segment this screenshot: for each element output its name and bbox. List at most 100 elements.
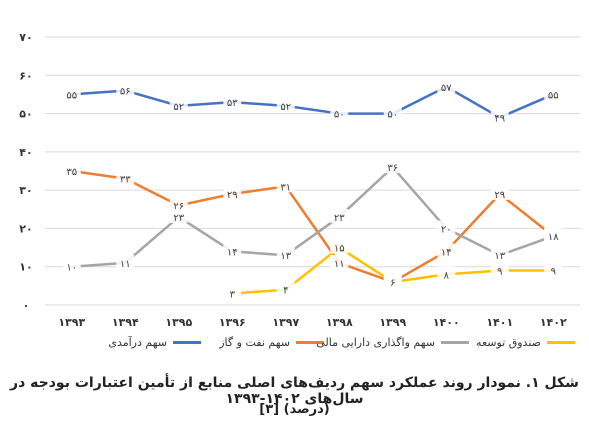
- data-label-bg: [62, 163, 81, 177]
- data-label-bg: [490, 109, 509, 124]
- data-label-bg: [62, 258, 81, 273]
- legend-item-revenue: سهم درآمدی: [108, 332, 201, 352]
- data-label-bg: [544, 228, 563, 243]
- legend-swatch-development-fund: [547, 340, 575, 344]
- data-label-financial-assets: ۲۳: [334, 213, 345, 224]
- data-label-bg: [490, 247, 509, 262]
- data-label-oil-gas: ۳۳: [120, 175, 131, 186]
- y-tick-label: ۰: [23, 299, 30, 312]
- x-tick-label: ۱۴۰۰: [433, 316, 460, 329]
- data-label-revenue: ۵۵: [548, 90, 559, 101]
- data-label-financial-assets: ۱۴: [227, 247, 238, 258]
- data-label-oil-gas: ۳۵: [66, 167, 77, 178]
- legend-item-financial-assets: سهم واگذاری دارایی مالی: [316, 332, 469, 352]
- data-label-revenue: ۵۳: [227, 98, 238, 109]
- legend-swatch-financial-assets: [441, 340, 469, 344]
- legend-item-oil-gas: سهم نفت و گاز: [219, 332, 324, 352]
- y-tick-label: ۵۰: [19, 108, 32, 121]
- x-tick-label: ۱۳۹۶: [219, 316, 246, 329]
- x-tick-label: ۱۳۹۴: [112, 316, 139, 329]
- data-label-bg: [169, 197, 188, 212]
- x-tick-label: ۱۳۹۵: [165, 316, 192, 329]
- series-line-oil-gas: [70, 169, 555, 284]
- data-label-oil-gas: ۲۹: [494, 190, 505, 201]
- data-label-bg: [544, 86, 563, 101]
- data-label-bg: [330, 254, 349, 269]
- data-label-oil-gas: ۲۹: [227, 190, 238, 201]
- data-label-financial-assets: ۲۰: [441, 224, 452, 235]
- legend-item-development-fund: صندوق توسعه: [476, 332, 575, 352]
- legend-swatch-oil-gas: [296, 340, 324, 344]
- legend-label-oil-gas: سهم نفت و گاز: [219, 335, 290, 349]
- legend-label-development-fund: صندوق توسعه: [476, 335, 541, 349]
- y-tick-label: ۷۰: [19, 31, 32, 44]
- data-label-oil-gas: ۲۶: [173, 201, 184, 212]
- data-label-development-fund: ۸: [444, 270, 450, 281]
- data-label-financial-assets: ۱۳: [280, 251, 291, 262]
- data-label-revenue: ۵۶: [120, 87, 131, 98]
- data-label-development-fund: ۹: [497, 267, 502, 278]
- data-label-bg: [383, 274, 402, 289]
- data-label-financial-assets: ۱۱: [120, 259, 131, 270]
- data-label-bg: [383, 105, 402, 120]
- data-label-bg: [223, 94, 242, 109]
- y-tick-label: ۴۰: [19, 146, 32, 159]
- data-label-revenue: ۴۹: [494, 113, 505, 124]
- data-label-bg: [116, 170, 135, 185]
- data-label-bg: [437, 220, 456, 235]
- data-label-revenue: ۵۷: [441, 83, 452, 94]
- data-label-bg: [330, 239, 349, 254]
- data-label-development-fund: ۹: [551, 267, 556, 278]
- y-tick-label: ۲۰: [19, 222, 32, 235]
- data-label-bg: [116, 254, 135, 269]
- data-label-bg: [330, 105, 349, 120]
- legend-label-revenue: سهم درآمدی: [108, 335, 167, 349]
- data-label-bg: [276, 97, 295, 112]
- data-label-financial-assets: ۱۳: [494, 251, 505, 262]
- x-tick-label: ۱۴۰۱: [486, 316, 513, 329]
- data-label-development-fund: ۴: [283, 286, 288, 297]
- y-tick-label: ۱۰: [19, 261, 32, 274]
- data-label-revenue: ۵۲: [173, 102, 184, 113]
- data-label-bg: [62, 86, 81, 101]
- data-label-bg: [223, 285, 242, 300]
- data-label-revenue: ۵۰: [334, 110, 345, 121]
- data-label-revenue: ۵۰: [387, 110, 398, 121]
- data-label-bg: [116, 82, 135, 97]
- data-label-revenue: ۵۲: [280, 102, 291, 113]
- x-tick-label: ۱۳۹۹: [379, 316, 406, 329]
- legend-label-financial-assets: سهم واگذاری دارایی مالی: [316, 335, 435, 349]
- data-label-development-fund: ۳: [230, 290, 236, 301]
- figure-caption: شکل ۱. نمودار روند عملکرد سهم ردیف‌های ا…: [10, 375, 579, 407]
- data-label-bg: [169, 208, 188, 223]
- data-label-development-fund: ۶: [390, 278, 395, 289]
- x-tick-label: ۱۴۰۲: [540, 316, 567, 329]
- data-label-bg: [437, 266, 456, 281]
- data-label-development-fund: ۱۵: [334, 244, 345, 255]
- data-label-oil-gas: ۱۴: [441, 247, 452, 258]
- data-label-bg: [276, 178, 295, 193]
- chart-legend: سهم درآمدی سهم نفت و گاز سهم واگذاری دار…: [0, 332, 589, 352]
- data-label-bg: [490, 262, 509, 277]
- y-tick-label: ۳۰: [19, 184, 32, 197]
- data-label-revenue: ۵۵: [66, 90, 77, 101]
- data-label-financial-assets: ۲۳: [173, 213, 184, 224]
- x-tick-label: ۱۳۹۳: [58, 316, 85, 329]
- data-label-bg: [330, 208, 349, 223]
- data-label-bg: [276, 247, 295, 262]
- data-label-financial-assets: ۱۸: [548, 232, 559, 243]
- data-label-financial-assets: ۳۶: [387, 163, 398, 174]
- x-tick-label: ۱۳۹۸: [326, 316, 353, 329]
- data-label-bg: [437, 243, 456, 258]
- data-label-bg: [490, 185, 509, 200]
- data-label-bg: [437, 78, 456, 93]
- data-label-bg: [383, 159, 402, 174]
- legend-swatch-revenue: [173, 340, 201, 344]
- figure-caption-source: (درصد) [۳]: [259, 402, 330, 417]
- data-label-bg: [544, 262, 563, 277]
- series-line-financial-assets: [70, 165, 555, 268]
- data-label-bg: [169, 97, 188, 112]
- data-label-oil-gas: ۳۱: [280, 182, 291, 193]
- x-tick-label: ۱۳۹۷: [272, 316, 299, 329]
